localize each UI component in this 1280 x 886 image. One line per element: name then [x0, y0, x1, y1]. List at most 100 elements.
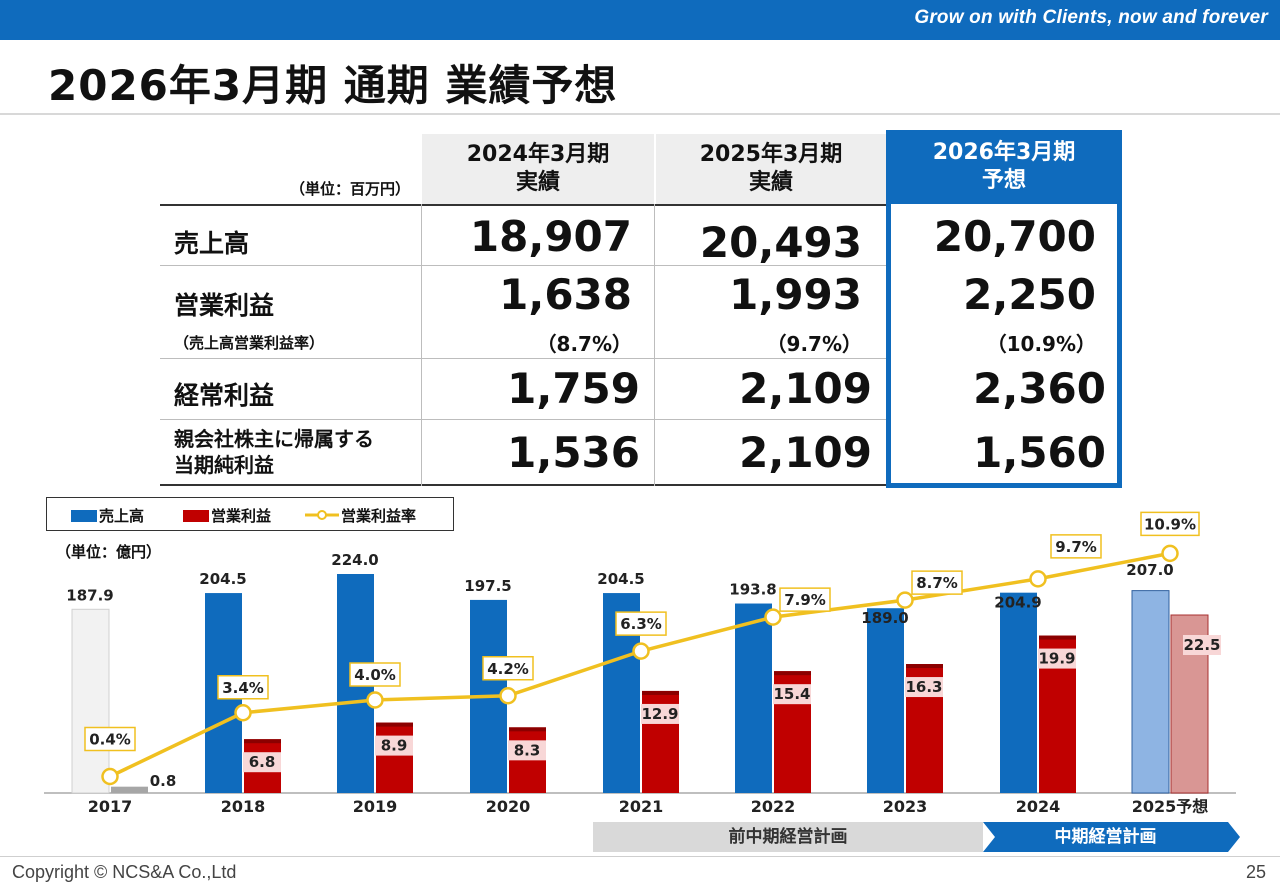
operating-margin-point — [632, 642, 650, 660]
operating-profit-label-bg — [508, 740, 546, 761]
category-label: 2025予想 — [1132, 797, 1209, 816]
operating-margin-value-label: 3.4% — [222, 679, 264, 697]
legend-swatch-margin — [305, 510, 339, 520]
table-row-divider — [160, 419, 890, 420]
op-2026: 2,250 — [963, 270, 1096, 319]
chart-unit-label: （単位：億円） — [56, 543, 162, 561]
sales-value-label: 193.8 — [729, 581, 776, 599]
operating-margin-value-label: 9.7% — [1055, 538, 1097, 556]
operating-margin-value-label: 10.9% — [1144, 515, 1196, 533]
operating-profit-value-label: 22.5 — [1183, 636, 1220, 654]
title-divider — [0, 113, 1280, 115]
operating-profit-label-bg — [773, 684, 811, 705]
table-row-divider — [160, 358, 890, 359]
op-margin-2025: （9.7%） — [766, 332, 862, 356]
operating-profit-value-label: 12.9 — [641, 705, 678, 723]
operating-margin-label-box — [911, 570, 963, 595]
sales-2024: 18,907 — [469, 212, 632, 261]
chart-legend: 売上高 営業利益 営業利益率 — [46, 497, 454, 531]
operating-profit-value-label: 8.9 — [381, 737, 408, 755]
category-label: 2022 — [751, 797, 796, 816]
previous-plan-band: 前中期経営計画 — [593, 822, 983, 852]
page-title: 2026年3月期 通期 業績予想 — [48, 61, 618, 110]
ordinary-2024: 1,759 — [507, 364, 640, 413]
category-label: 2021 — [619, 797, 664, 816]
operating-margin-label-box — [482, 656, 534, 681]
operating-profit-value-label: 8.3 — [514, 741, 541, 759]
op-2025: 1,993 — [729, 270, 862, 319]
operating-margin-label-box — [217, 675, 269, 700]
sales-bar — [71, 608, 110, 794]
operating-profit-label-bg — [905, 677, 943, 698]
table-column-divider — [421, 204, 422, 486]
op-margin-2026: （10.9%） — [986, 332, 1096, 356]
sales-bar — [1131, 590, 1170, 794]
operating-profit-value-label: 15.4 — [773, 685, 810, 703]
sales-bar — [1000, 592, 1037, 793]
row-label-ordinary-profit: 経常利益 — [174, 381, 275, 410]
legend-label-margin: 営業利益率 — [341, 507, 417, 525]
operating-margin-point — [1029, 570, 1047, 588]
current-plan-arrow — [983, 822, 1240, 852]
category-label: 2020 — [486, 797, 531, 816]
row-label-net-income-line2: 当期純利益 — [174, 453, 274, 477]
operating-profit-bar-cap — [376, 722, 413, 727]
forecast-table: （単位：百万円） 2024年3月期 実績 2025年3月期 実績 2026年3月… — [160, 130, 1122, 488]
column-header-2025-type: 実績 — [748, 170, 793, 195]
column-header-2024: 2024年3月期 実績 — [422, 134, 654, 204]
row-label-operating-profit: 営業利益 — [174, 291, 275, 320]
operating-margin-value-label: 6.3% — [620, 615, 662, 633]
sales-value-label: 204.5 — [199, 570, 246, 588]
net-2024: 1,536 — [507, 428, 640, 477]
operating-margin-value-label: 4.2% — [487, 660, 529, 678]
operating-margin-label-box — [1050, 534, 1102, 559]
ordinary-2025: 2,109 — [739, 364, 872, 413]
operating-margin-point — [366, 691, 384, 709]
ordinary-2026: 2,360 — [973, 364, 1106, 413]
operating-margin-value-label: 0.4% — [89, 731, 131, 749]
sales-value-label: 204.9 — [994, 594, 1041, 612]
category-label: 2018 — [221, 797, 266, 816]
column-header-2026: 2026年3月期 予想 — [886, 130, 1122, 204]
operating-margin-point — [234, 704, 252, 722]
sales-value-label: 204.5 — [597, 570, 644, 588]
sales-2026: 20,700 — [933, 212, 1096, 261]
operating-margin-label-box — [779, 587, 831, 612]
page-number: 25 — [1245, 862, 1266, 882]
operating-margin-point — [764, 608, 782, 626]
legend-swatch-sales — [71, 510, 97, 522]
slogan: Grow on with Clients, now and forever — [914, 7, 1268, 28]
category-label: 2017 — [88, 797, 133, 816]
sales-bar — [867, 608, 904, 793]
operating-profit-value-label: 19.9 — [1038, 650, 1075, 668]
operating-margin-label-box — [84, 726, 136, 752]
current-plan-band: 中期経営計画 — [983, 822, 1240, 852]
operating-profit-label-bg — [243, 752, 281, 773]
copyright: Copyright © NCS&A Co.,Ltd — [12, 862, 237, 882]
operating-profit-bar — [376, 722, 413, 793]
category-label: 2024 — [1016, 797, 1061, 816]
operating-margin-point — [1161, 544, 1179, 563]
operating-margin-label-box — [349, 662, 401, 687]
operating-profit-label-bg — [1183, 635, 1221, 655]
sales-value-label: 207.0 — [1126, 561, 1173, 579]
legend-swatch-operating-profit — [183, 510, 209, 522]
operating-profit-bar-cap — [244, 739, 281, 744]
operating-margin-value-label: 8.7% — [916, 574, 958, 592]
operating-profit-bar-cap — [509, 727, 546, 732]
top-banner: Grow on with Clients, now and forever — [0, 0, 1280, 40]
category-label: 2019 — [353, 797, 398, 816]
column-header-2026-type: 予想 — [981, 168, 1026, 193]
operating-profit-bar — [111, 786, 148, 793]
sales-value-label: 187.9 — [66, 586, 113, 604]
sales-bar — [735, 603, 772, 793]
operating-margin-value-label: 4.0% — [354, 666, 396, 684]
row-label-sales: 売上高 — [174, 229, 250, 258]
legend-label-operating-profit: 営業利益 — [211, 507, 272, 525]
row-sublabel-operating-margin: （売上高営業利益率） — [174, 334, 325, 352]
operating-profit-value-label: 6.8 — [249, 753, 276, 771]
operating-margin-label-box — [615, 611, 667, 636]
table-bottom-rule — [160, 484, 890, 486]
operating-profit-label-bg — [375, 735, 413, 756]
